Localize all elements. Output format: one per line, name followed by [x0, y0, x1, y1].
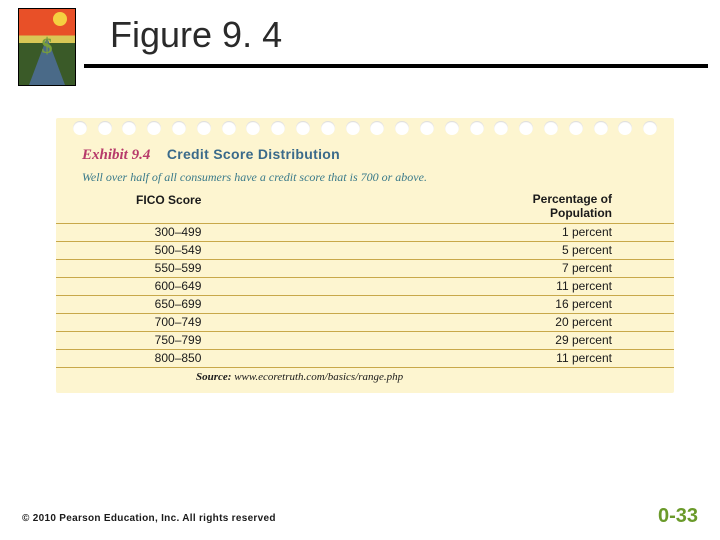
cell-score: 800–850 — [82, 351, 321, 365]
table-row: 600–64911 percent — [56, 278, 674, 296]
page-number: 0-33 — [658, 505, 698, 528]
binding-hole — [569, 121, 583, 135]
binding-hole — [172, 121, 186, 135]
binding-hole — [271, 121, 285, 135]
binding-hole — [445, 121, 459, 135]
binding-hole — [519, 121, 533, 135]
copyright-text: © 2010 Pearson Education, Inc. All right… — [22, 513, 276, 524]
binding-hole — [494, 121, 508, 135]
cell-score: 650–699 — [82, 297, 321, 311]
table-header: FICO Score Percentage of Population — [56, 193, 674, 223]
exhibit-card: Exhibit 9.4 Credit Score Distribution We… — [56, 118, 674, 393]
table-row: 700–74920 percent — [56, 314, 674, 332]
cell-score: 550–599 — [82, 261, 321, 275]
cell-score: 600–649 — [82, 279, 321, 293]
col-header-score: FICO Score — [82, 193, 321, 221]
table-row: 500–5495 percent — [56, 242, 674, 260]
slide-header: $ Figure 9. 4 — [0, 0, 720, 90]
table-row: 750–79929 percent — [56, 332, 674, 350]
binding-hole — [346, 121, 360, 135]
cell-score: 700–749 — [82, 315, 321, 329]
title-underline — [84, 64, 708, 68]
exhibit-header: Exhibit 9.4 Credit Score Distribution — [56, 142, 674, 166]
binding-hole — [395, 121, 409, 135]
binding-hole — [544, 121, 558, 135]
table-row: 550–5997 percent — [56, 260, 674, 278]
exhibit-title: Credit Score Distribution — [167, 146, 340, 162]
textbook-logo: $ — [18, 8, 76, 86]
cell-pct: 20 percent — [321, 315, 652, 329]
spiral-binding — [56, 118, 674, 142]
table-row: 800–85011 percent — [56, 350, 674, 368]
binding-hole — [222, 121, 236, 135]
col-header-pct: Percentage of Population — [321, 193, 652, 221]
exhibit-label: Exhibit 9.4 — [82, 147, 150, 163]
cell-pct: 16 percent — [321, 297, 652, 311]
binding-hole — [370, 121, 384, 135]
binding-hole — [470, 121, 484, 135]
cell-score: 500–549 — [82, 243, 321, 257]
exhibit-subtitle: Well over half of all consumers have a c… — [56, 166, 674, 193]
binding-hole — [197, 121, 211, 135]
binding-hole — [147, 121, 161, 135]
binding-hole — [73, 121, 87, 135]
binding-hole — [296, 121, 310, 135]
exhibit-source: Source: www.ecoretruth.com/basics/range.… — [56, 368, 674, 393]
table-row: 650–69916 percent — [56, 296, 674, 314]
sun-icon — [53, 12, 67, 26]
binding-hole — [321, 121, 335, 135]
binding-hole — [122, 121, 136, 135]
cell-score: 750–799 — [82, 333, 321, 347]
dollar-sign-icon: $ — [42, 33, 53, 59]
cell-score: 300–499 — [82, 225, 321, 239]
binding-hole — [246, 121, 260, 135]
binding-hole — [420, 121, 434, 135]
binding-hole — [98, 121, 112, 135]
binding-hole — [594, 121, 608, 135]
cell-pct: 7 percent — [321, 261, 652, 275]
cell-pct: 5 percent — [321, 243, 652, 257]
table-row: 300–4991 percent — [56, 223, 674, 242]
cell-pct: 1 percent — [321, 225, 652, 239]
slide-title: Figure 9. 4 — [110, 14, 282, 56]
cell-pct: 11 percent — [321, 279, 652, 293]
cell-pct: 29 percent — [321, 333, 652, 347]
binding-hole — [618, 121, 632, 135]
score-table: FICO Score Percentage of Population 300–… — [56, 193, 674, 368]
cell-pct: 11 percent — [321, 351, 652, 365]
binding-hole — [643, 121, 657, 135]
